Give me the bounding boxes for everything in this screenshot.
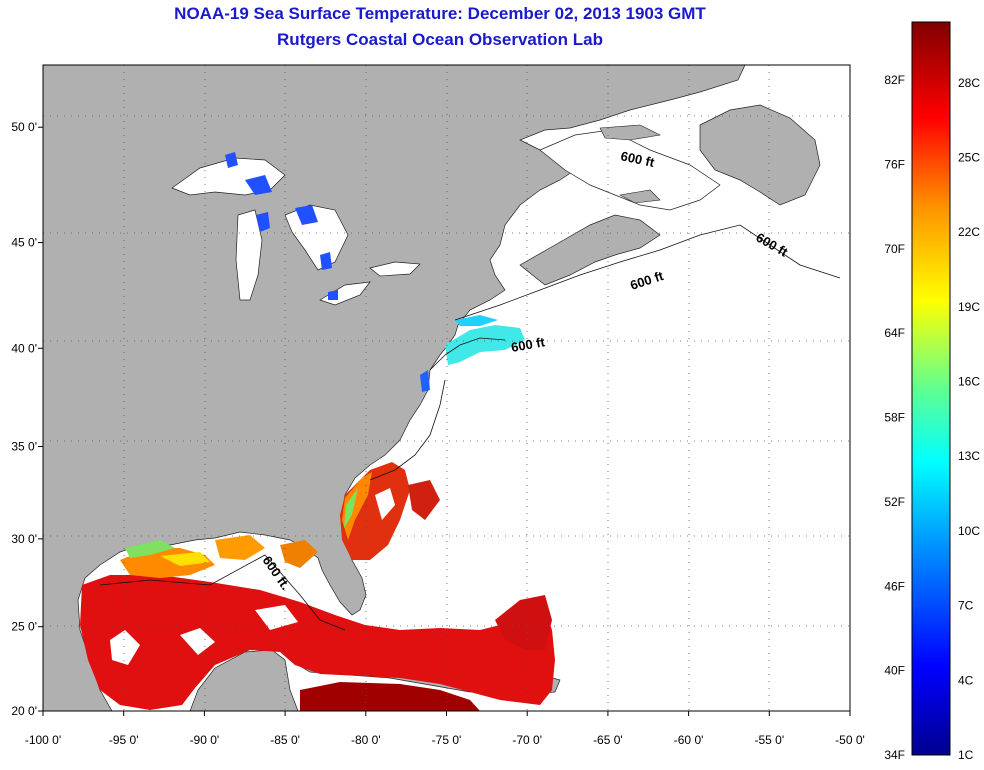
lat-tick-label: 50 0' bbox=[11, 120, 37, 134]
landmass-pei bbox=[619, 189, 661, 204]
lat-tick-label: 40 0' bbox=[11, 341, 37, 355]
colorbar-f-label: 34F bbox=[884, 748, 905, 762]
graticule bbox=[43, 65, 850, 711]
isobath-600ft bbox=[99, 224, 841, 631]
lat-tick-label: 45 0' bbox=[11, 236, 37, 250]
lon-tick-label: -55 0' bbox=[754, 733, 784, 747]
colorbar-c-label: 28C bbox=[958, 76, 980, 90]
colorbar-celsius-labels: 1C 4C 7C 10C 13C 16C 19C 22C 25C 28C bbox=[958, 76, 980, 762]
colorbar-c-label: 4C bbox=[958, 673, 974, 687]
lat-tick-label: 25 0' bbox=[11, 620, 37, 634]
longitude-axis: -100 0' -95 0' -90 0' -85 0' -80 0' -75 0' -70… bbox=[25, 711, 865, 747]
lon-tick-label: -75 0' bbox=[432, 733, 462, 747]
colorbar-f-label: 70F bbox=[884, 242, 905, 256]
lon-tick-label: -95 0' bbox=[109, 733, 139, 747]
contour-label: 600 ft bbox=[619, 148, 656, 170]
colorbar-c-label: 19C bbox=[958, 300, 980, 314]
colorbar-c-label: 10C bbox=[958, 524, 980, 538]
colorbar-f-label: 64F bbox=[884, 326, 905, 340]
landmass-maritimes bbox=[519, 214, 661, 286]
colorbar-c-label: 7C bbox=[958, 599, 974, 613]
colorbar-c-label: 22C bbox=[958, 225, 980, 239]
landmass-newfoundland bbox=[699, 104, 821, 206]
landmass-anticosti bbox=[599, 124, 661, 141]
lon-tick-label: -90 0' bbox=[190, 733, 220, 747]
colorbar-fahrenheit-labels: 34F 40F 46F 52F 58F 64F 70F 76F 82F bbox=[884, 73, 905, 762]
lon-tick-label: -70 0' bbox=[512, 733, 542, 747]
lon-tick-label: -100 0' bbox=[25, 733, 61, 747]
colorbar-f-label: 82F bbox=[884, 73, 905, 87]
latitude-axis: 20 0' 25 0' 30 0' 35 0' 40 0' 45 0' 50 0' bbox=[11, 120, 43, 718]
colorbar-c-label: 1C bbox=[958, 748, 974, 762]
colorbar-c-label: 16C bbox=[958, 375, 980, 389]
colorbar bbox=[911, 21, 951, 756]
lat-tick-label: 20 0' bbox=[11, 704, 37, 718]
colorbar-f-label: 46F bbox=[884, 579, 905, 593]
contour-label: 600 ft bbox=[510, 334, 547, 355]
colorbar-f-label: 58F bbox=[884, 411, 905, 425]
colorbar-c-label: 25C bbox=[958, 150, 980, 164]
colorbar-c-label: 13C bbox=[958, 449, 980, 463]
lon-tick-label: -80 0' bbox=[351, 733, 381, 747]
colorbar-f-label: 52F bbox=[884, 495, 905, 509]
colorbar-f-label: 76F bbox=[884, 157, 905, 171]
lon-tick-label: -65 0' bbox=[593, 733, 623, 747]
lon-tick-label: -50 0' bbox=[835, 733, 865, 747]
map-title: NOAA-19 Sea Surface Temperature: Decembe… bbox=[174, 4, 706, 23]
map-subtitle: Rutgers Coastal Ocean Observation Lab bbox=[277, 30, 603, 49]
colorbar-f-label: 40F bbox=[884, 664, 905, 678]
lat-tick-label: 30 0' bbox=[11, 532, 37, 546]
lon-tick-label: -85 0' bbox=[270, 733, 300, 747]
lat-tick-label: 35 0' bbox=[11, 439, 37, 453]
lon-tick-label: -60 0' bbox=[674, 733, 704, 747]
sst-data bbox=[80, 152, 555, 711]
